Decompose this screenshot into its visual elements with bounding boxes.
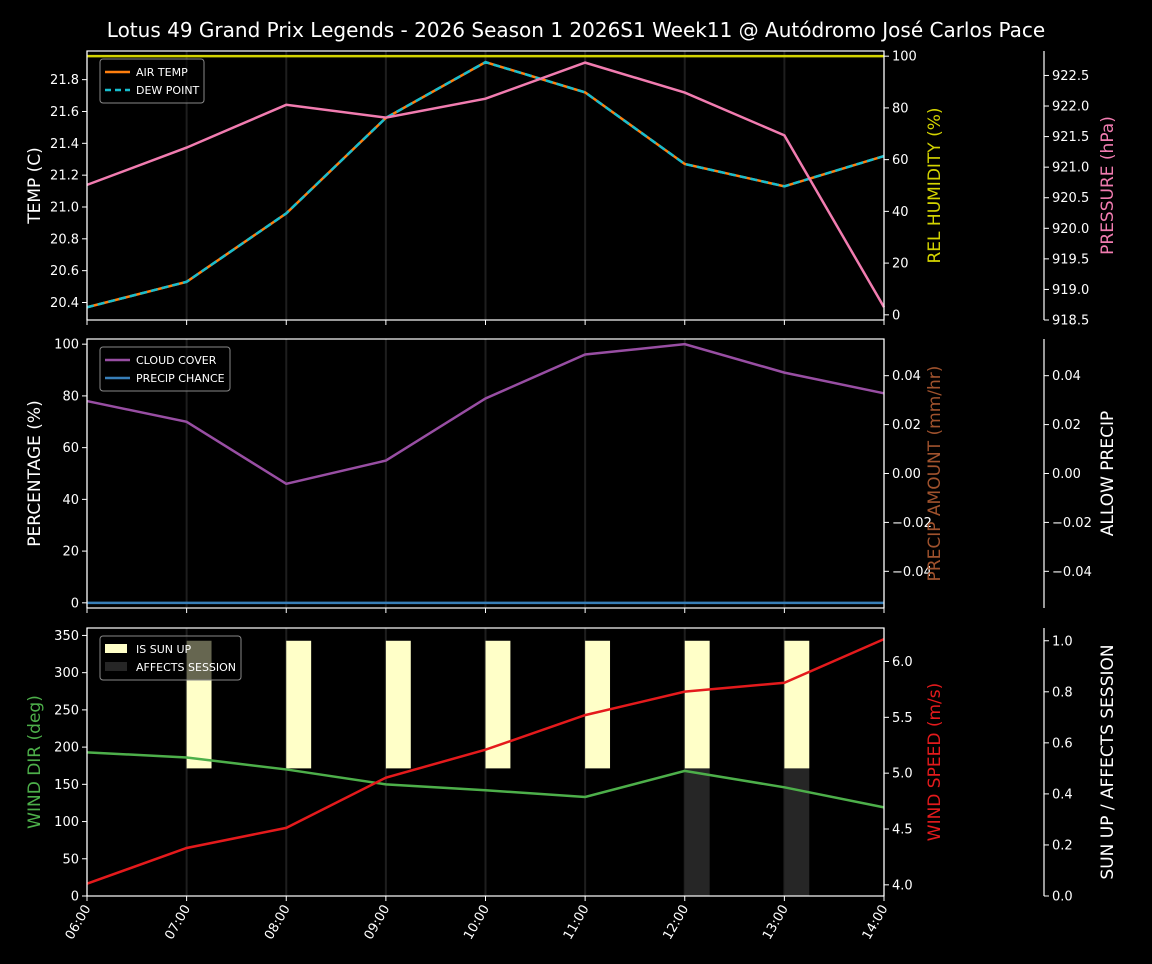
y-right2-tick-label: 0.4 — [1052, 787, 1073, 802]
sun-up-bar — [286, 641, 311, 769]
y-right-tick-label: 6.0 — [892, 655, 913, 670]
y-right2-tick-label: 922.5 — [1052, 69, 1089, 84]
y-right2-tick-label: 0.0 — [1052, 890, 1073, 905]
y-tick-label: 21.4 — [50, 137, 79, 152]
x-tick-label: 09:00 — [362, 903, 394, 943]
legend-label: CLOUD COVER — [136, 354, 217, 367]
y-tick-label: 40 — [62, 493, 79, 508]
x-tick-label: 06:00 — [63, 903, 95, 943]
y-right-tick-label: 5.0 — [892, 767, 913, 782]
y-tick-label: 0 — [71, 890, 79, 905]
y-right-tick-label: 40 — [892, 205, 909, 220]
y-right2-tick-label: 1.0 — [1052, 634, 1073, 649]
y-right2-tick-label: −0.04 — [1052, 565, 1092, 580]
y-tick-label: 100 — [54, 815, 79, 830]
y-right2-tick-label: 0.02 — [1052, 418, 1081, 433]
y-tick-label: 60 — [62, 441, 79, 456]
y-tick-label: 100 — [54, 338, 79, 353]
affects-session-bar — [685, 768, 710, 896]
y-right2-tick-label: 921.5 — [1052, 130, 1089, 145]
legend: AIR TEMP DEW POINT — [100, 59, 204, 103]
y-tick-label: 21.2 — [50, 169, 79, 184]
y-right-tick-label: 0 — [892, 308, 900, 323]
y-axis-label: TEMP (C) — [25, 147, 45, 225]
y-tick-label: 0 — [71, 596, 79, 611]
y-right-tick-label: 80 — [892, 101, 909, 116]
y-right-tick-label: 20 — [892, 257, 909, 272]
y-right-tick-label: 0.00 — [892, 467, 921, 482]
y-tick-label: 200 — [54, 741, 79, 756]
y-tick-label: 250 — [54, 703, 79, 718]
legend-label: AFFECTS SESSION — [136, 661, 236, 674]
x-tick-label: 08:00 — [262, 903, 294, 943]
y-right2-axis-label: PRESSURE (hPa) — [1098, 116, 1118, 255]
x-tick-label: 14:00 — [860, 903, 892, 943]
legend-label: DEW POINT — [136, 84, 200, 97]
legend: CLOUD COVER PRECIP CHANCE — [100, 347, 230, 391]
legend-swatch — [105, 662, 127, 671]
y-axis-label: WIND DIR (deg) — [25, 695, 45, 829]
y-right2-tick-label: 0.00 — [1052, 467, 1081, 482]
sun-up-bar — [585, 641, 610, 769]
y-tick-label: 20.6 — [50, 264, 79, 279]
y-tick-label: 300 — [54, 666, 79, 681]
legend: IS SUN UP AFFECTS SESSION — [100, 636, 241, 680]
y-right2-tick-label: 921.0 — [1052, 161, 1089, 176]
y-tick-label: 21.0 — [50, 200, 79, 215]
y-right2-tick-label: 0.2 — [1052, 838, 1073, 853]
y-right2-tick-label: 918.5 — [1052, 314, 1089, 329]
chart-title: Lotus 49 Grand Prix Legends - 2026 Seaso… — [107, 18, 1045, 42]
y-right-axis-label: REL HUMIDITY (%) — [925, 107, 945, 263]
y-right-tick-label: 0.02 — [892, 418, 921, 433]
y-tick-label: 21.8 — [50, 73, 79, 88]
legend-label: IS SUN UP — [136, 643, 192, 656]
y-tick-label: 21.6 — [50, 105, 79, 120]
y-right-tick-label: 100 — [892, 50, 917, 65]
y-right2-tick-label: 920.5 — [1052, 191, 1089, 206]
y-right-tick-label: 4.0 — [892, 878, 913, 893]
y-right-tick-label: 5.5 — [892, 711, 913, 726]
x-tick-label: 07:00 — [162, 903, 194, 943]
x-tick-label: 12:00 — [660, 903, 692, 943]
y-right-tick-label: 0.04 — [892, 369, 921, 384]
panel-1: 20.4 20.6 20.8 21.0 21.2 21.4 21.6 21.8 0 20 40 60 8… — [25, 50, 1118, 329]
y-right2-tick-label: 0.04 — [1052, 369, 1081, 384]
y-right2-tick-label: 919.5 — [1052, 252, 1089, 267]
y-right2-tick-label: 922.0 — [1052, 100, 1089, 115]
x-tick-label: 11:00 — [561, 903, 593, 943]
sun-up-bar — [386, 641, 411, 769]
y-right-axis-label: PRECIP AMOUNT (mm/hr) — [925, 366, 945, 582]
y-right2-axis-label: ALLOW PRECIP — [1098, 411, 1118, 537]
y-right2-tick-label: 920.0 — [1052, 222, 1089, 237]
y-right-tick-label: 4.5 — [892, 823, 913, 838]
sun-up-bar — [784, 641, 809, 769]
y-right2-tick-label: 0.8 — [1052, 685, 1073, 700]
y-tick-label: 350 — [54, 629, 79, 644]
panel-3: 0 50 100 150 200 250 300 350 4.0 4.5 5.0 5.5 6.0 0.0 0… — [25, 628, 1118, 942]
y-right2-tick-label: 919.0 — [1052, 283, 1089, 298]
y-right-axis-label: WIND SPEED (m/s) — [925, 683, 945, 841]
sun-up-bar — [685, 641, 710, 769]
legend-label: PRECIP CHANCE — [136, 372, 225, 385]
y-right2-tick-label: −0.02 — [1052, 516, 1092, 531]
x-tick-label: 10:00 — [461, 903, 493, 943]
y-tick-label: 150 — [54, 778, 79, 793]
y-axis-label: PERCENTAGE (%) — [25, 400, 45, 546]
y-tick-label: 20.8 — [50, 232, 79, 247]
y-tick-label: 80 — [62, 389, 79, 404]
legend-swatch — [105, 644, 127, 653]
y-tick-label: 20.4 — [50, 296, 79, 311]
y-tick-label: 50 — [62, 852, 79, 867]
y-right-tick-label: 60 — [892, 153, 909, 168]
legend-label: AIR TEMP — [136, 66, 188, 79]
x-tick-label: 13:00 — [760, 903, 792, 943]
y-right2-axis-label: SUN UP / AFFECTS SESSION — [1098, 644, 1118, 879]
panel-2: 020406080100−0.04−0.020.000.020.04−0.04−… — [25, 338, 1118, 613]
y-tick-label: 20 — [62, 545, 79, 560]
y-right2-tick-label: 0.6 — [1052, 736, 1073, 751]
